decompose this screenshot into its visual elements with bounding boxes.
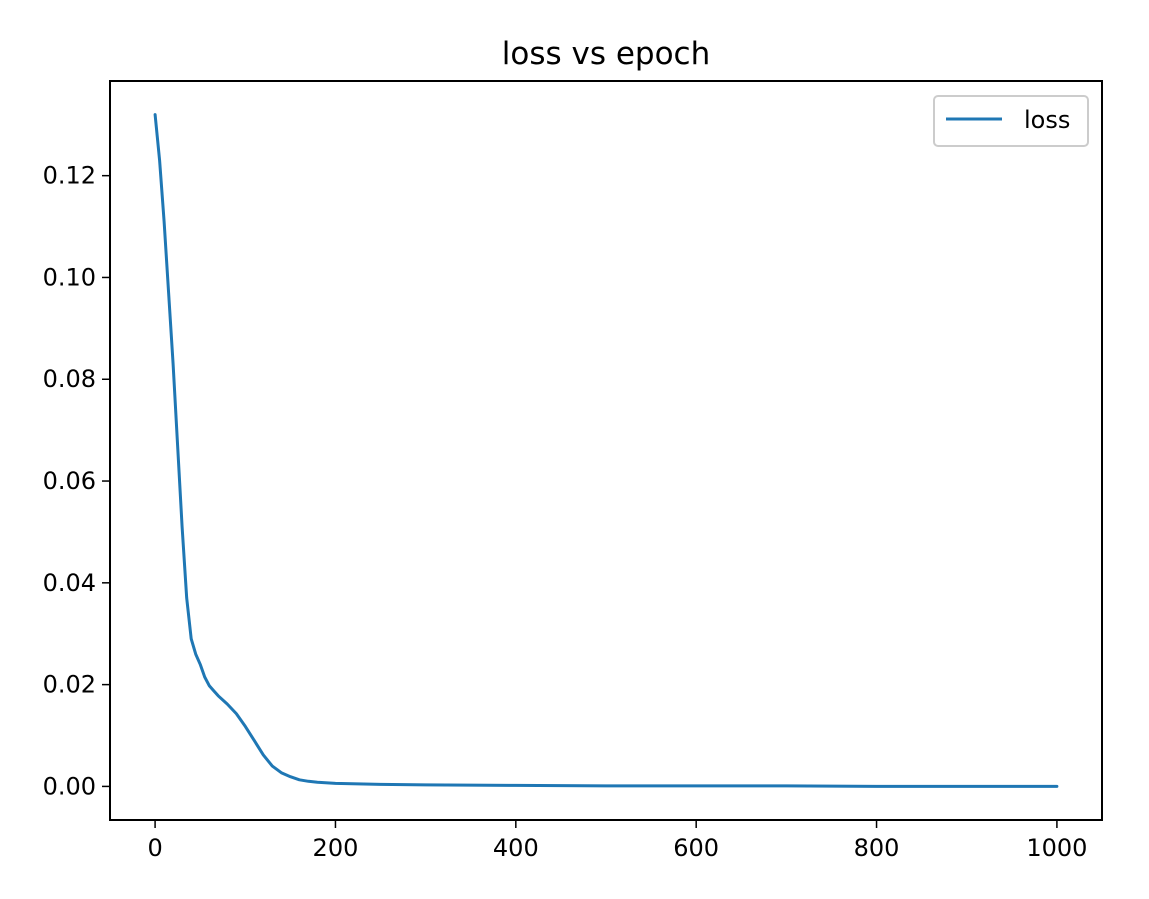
chart-title: loss vs epoch	[502, 36, 711, 72]
legend-label-loss: loss	[1024, 106, 1070, 134]
x-tick-label: 1000	[1026, 834, 1087, 862]
x-tick-label: 400	[493, 834, 539, 862]
legend: loss	[933, 95, 1089, 147]
y-tick-label: 0.04	[43, 569, 96, 597]
legend-box	[933, 95, 1089, 147]
x-tick-label: 0	[147, 834, 162, 862]
y-axis: 0.00 0.02 0.04 0.06 0.08 0.10 0.12	[43, 162, 110, 800]
plot-area	[153, 113, 1059, 788]
series-line-loss	[153, 113, 1059, 788]
x-tick-label: 200	[313, 834, 359, 862]
axes-frame	[109, 80, 1103, 821]
y-tick-label: 0.10	[43, 263, 96, 291]
y-tick-label: 0.02	[43, 671, 96, 699]
y-tick-label: 0.06	[43, 467, 96, 495]
x-axis: 0 200 400 600 800 1000	[147, 820, 1087, 862]
x-tick-label: 800	[854, 834, 900, 862]
x-tick-label: 600	[673, 834, 719, 862]
y-tick-label: 0.08	[43, 365, 96, 393]
y-tick-label: 0.12	[43, 162, 96, 190]
y-tick-label: 0.00	[43, 772, 96, 800]
